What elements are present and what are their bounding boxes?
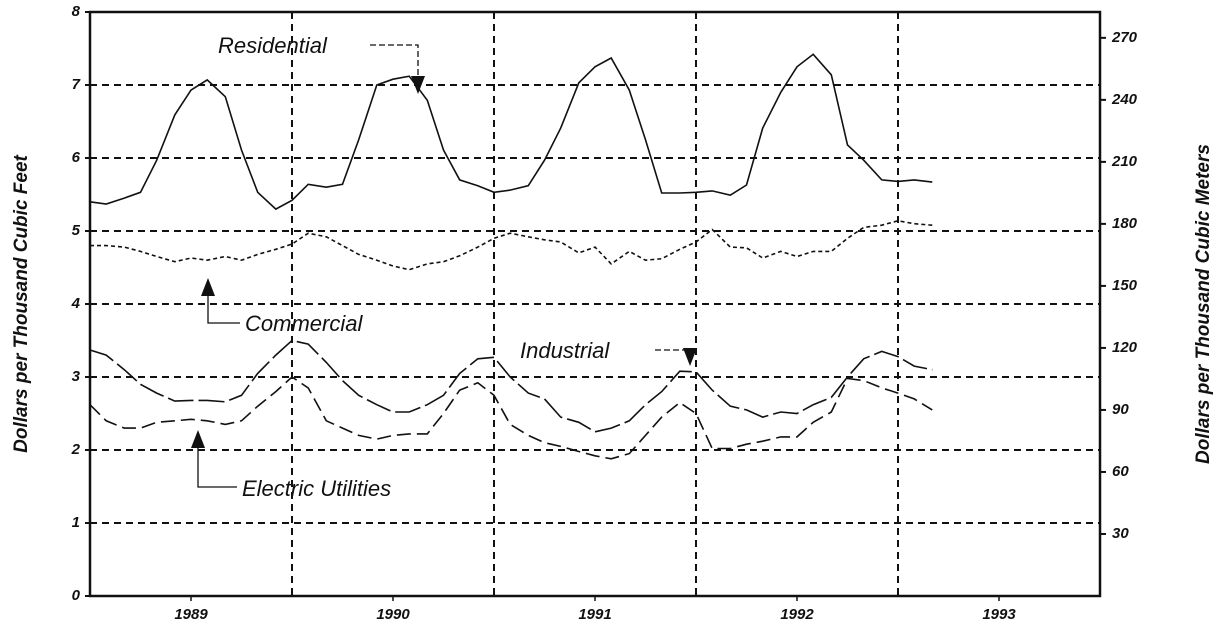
series-line: [89, 375, 933, 460]
y-tick-label: 1: [72, 514, 80, 531]
y-tick-label: 3: [72, 368, 81, 385]
series-annotation: Industrial: [520, 338, 610, 363]
y-tick-label: 8: [72, 3, 81, 20]
y-tick-label: 0: [72, 587, 81, 604]
annotation-leader: [370, 44, 419, 80]
annotation-arrow: [411, 76, 425, 94]
series-annotation: Electric Utilities: [242, 476, 391, 501]
x-tick-label: 1991: [578, 606, 611, 623]
x-tick-label: 1990: [376, 606, 410, 623]
y2-tick-label: 210: [1111, 153, 1138, 170]
annotation-leader: [197, 448, 237, 488]
x-tick-label: 1989: [174, 606, 208, 623]
annotation-arrow: [683, 348, 697, 366]
y2-tick-label: 180: [1112, 215, 1138, 232]
y-tick-label: 4: [71, 295, 81, 312]
y2-tick-label: 90: [1112, 401, 1129, 418]
y2-tick-label: 270: [1111, 29, 1138, 46]
series-line: [90, 219, 933, 271]
annotation-leader: [207, 296, 240, 324]
annotation-arrow: [201, 278, 215, 296]
y2-tick-label: 60: [1112, 463, 1129, 480]
series-line: [89, 53, 933, 211]
x-tick-label: 1992: [780, 606, 814, 623]
series-line: [89, 339, 933, 433]
series-annotation: Commercial: [245, 311, 363, 336]
y2-tick-label: 150: [1112, 277, 1138, 294]
y-axis-title: Dollars per Thousand Cubic Feet: [11, 154, 32, 452]
y-tick-label: 2: [71, 441, 81, 458]
x-tick-label: 1993: [982, 606, 1016, 623]
y2-tick-label: 30: [1112, 525, 1129, 542]
y-tick-label: 5: [72, 222, 81, 239]
y2-axis-title: Dollars per Thousand Cubic Meters: [1193, 144, 1214, 464]
annotation-arrow: [191, 430, 205, 448]
y-tick-label: 6: [72, 149, 81, 166]
plot-frame: [88, 10, 1102, 598]
y-tick-label: 7: [72, 76, 81, 93]
y2-tick-label: 240: [1111, 91, 1138, 108]
series-annotation: Residential: [218, 33, 328, 58]
y2-tick-label: 120: [1112, 339, 1138, 356]
